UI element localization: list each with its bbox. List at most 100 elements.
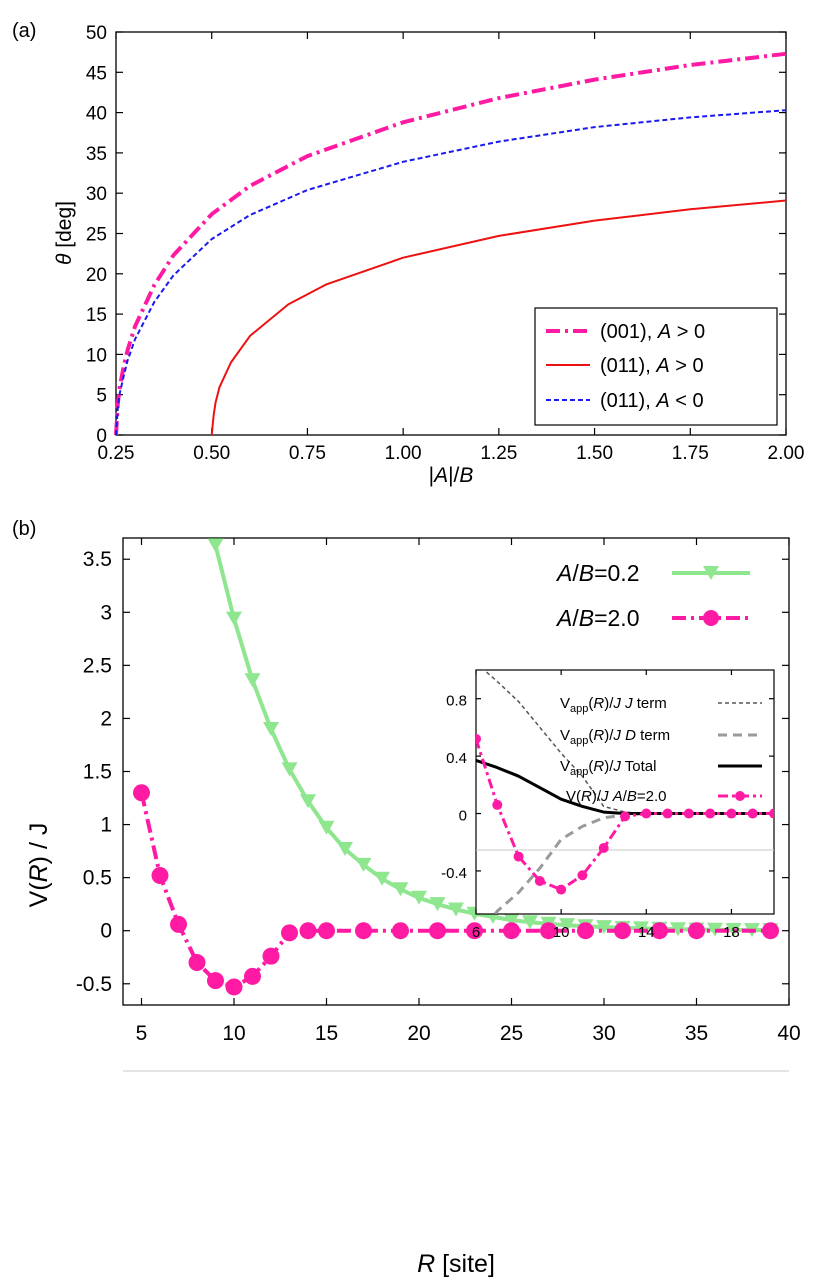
data-point-circle — [170, 915, 187, 933]
panel-a-x-ticks: 0.25 0.50 0.75 1.00 1.25 1.50 1.75 2.00 — [98, 32, 804, 464]
y-tick-label: 20 — [86, 265, 107, 286]
data-point-triangle — [633, 921, 649, 936]
y-tick-label: 3 — [100, 601, 112, 624]
x-tick-label: 1.00 — [385, 443, 422, 464]
data-point-circle — [540, 922, 557, 940]
data-point-circle — [318, 922, 335, 940]
inset-legend-marker-ab-2-0 — [735, 791, 745, 801]
panel-b-chart: (b) -0.5 0 0.5 1 1.5 2 2.5 3 3.5 5 10 15 20 25 30 35 40… — [12, 518, 801, 1278]
y-tick-label: 0.5 — [83, 867, 112, 890]
data-point-triangle — [318, 820, 335, 835]
series-line-a-2 — [115, 109, 787, 436]
data-point-circle — [244, 967, 261, 985]
data-point-circle — [577, 922, 594, 940]
y-tick-label: 50 — [86, 23, 107, 44]
data-point-circle — [207, 972, 224, 990]
legend-label-ab-2-0: A/B=2.0 — [555, 605, 639, 631]
inset-data-point-circle — [577, 870, 588, 881]
y-tick-label: 40 — [86, 104, 107, 125]
y-tick-label: 0 — [96, 426, 107, 447]
series-line-a-0 — [114, 51, 787, 436]
x-tick-label: 25 — [500, 1022, 523, 1045]
inset-data-point-circle — [556, 884, 567, 895]
data-point-triangle — [281, 762, 298, 777]
x-tick-label: 1.75 — [672, 443, 709, 464]
data-point-triangle — [522, 915, 538, 930]
inset-data-point-circle — [620, 811, 630, 822]
y-tick-label: -0.5 — [76, 973, 112, 996]
inset-data-point-circle — [726, 808, 737, 819]
x-tick-label: 0.50 — [193, 443, 230, 464]
data-point-triangle — [355, 857, 372, 872]
y-tick-label: 15 — [86, 305, 107, 326]
data-point-triangle — [429, 897, 446, 912]
panel-b-y-axis-label: V(R) / J — [25, 823, 53, 908]
data-point-circle — [466, 922, 483, 940]
x-tick-label: 18 — [723, 924, 740, 941]
x-tick-label: 14 — [638, 924, 655, 941]
panel-b-y-ticks: -0.5 0 0.5 1 1.5 2 2.5 3 3.5 — [76, 548, 789, 996]
data-point-circle — [503, 922, 520, 940]
data-point-triangle — [207, 538, 224, 553]
series-line-a-1 — [210, 199, 787, 436]
data-point-circle — [762, 922, 779, 940]
x-tick-label: 0.25 — [98, 443, 135, 464]
data-point-circle — [133, 784, 150, 802]
x-tick-label: 10 — [222, 1022, 245, 1045]
y-tick-label: 0.8 — [446, 693, 467, 710]
panel-b-legend: A/B=0.2 A/B=2.0 — [555, 560, 750, 631]
data-point-circle — [355, 922, 372, 940]
inset-data-point-circle — [705, 808, 716, 819]
y-tick-label: 25 — [86, 225, 107, 246]
legend-label-001-a-pos: (001), A > 0 — [600, 321, 705, 343]
inset-legend-label-total: Vapp(R)/J Total — [560, 758, 656, 778]
panel-a-y-axis-label: θ [deg] — [53, 201, 76, 265]
series-line-ab-2-0 — [139, 792, 771, 989]
y-tick-label: 3.5 — [83, 548, 112, 571]
y-tick-label: 0 — [459, 808, 467, 825]
data-point-circle — [614, 922, 631, 940]
y-tick-label: 1 — [100, 814, 112, 837]
panel-a-legend: (001), A > 0 (011), A > 0 (011), A < 0 — [534, 307, 778, 426]
y-tick-label: 35 — [86, 144, 107, 165]
x-tick-label: 6 — [472, 924, 480, 941]
x-tick-label: 40 — [777, 1022, 800, 1045]
inset-data-point-circle — [476, 733, 481, 744]
panel-b-series — [133, 538, 779, 996]
legend-label-011-a-pos: (011), A > 0 — [600, 355, 704, 377]
data-point-circle — [651, 922, 668, 940]
panel-b-x-axis-label: R [site] — [417, 1250, 495, 1278]
y-tick-label: 2 — [100, 707, 112, 730]
panel-a-y-ticks: 0 5 10 15 20 25 30 35 40 45 50 — [86, 23, 786, 447]
x-tick-label: 20 — [407, 1022, 430, 1045]
data-point-triangle — [392, 882, 409, 897]
y-tick-label: 1.5 — [83, 761, 112, 784]
panel-b-x-ticks: 5 10 15 20 25 30 35 40 — [136, 538, 801, 1045]
x-tick-label: 5 — [136, 1022, 148, 1045]
data-point-triangle — [374, 871, 390, 886]
panel-a-legend-box — [534, 307, 778, 426]
y-tick-label: 5 — [96, 386, 107, 407]
inset-data-point-circle — [662, 808, 673, 819]
legend-marker-ab-0-2 — [703, 566, 719, 580]
y-tick-label: 10 — [86, 345, 107, 366]
panel-a-x-axis-label: |A|/B — [429, 464, 474, 487]
inset-data-point-circle — [769, 808, 774, 819]
panel-a-label: (a) — [12, 20, 36, 42]
inset-series — [476, 670, 774, 914]
data-point-triangle — [300, 794, 316, 809]
data-point-triangle — [411, 890, 427, 905]
y-tick-label: 0 — [100, 920, 112, 943]
x-tick-label: 10 — [553, 924, 570, 941]
data-point-circle — [225, 978, 243, 996]
x-tick-label: 35 — [685, 1022, 708, 1045]
data-point-circle — [688, 922, 705, 940]
inset-data-point-circle — [513, 851, 524, 862]
inset-data-point-circle — [747, 808, 758, 819]
panel-a-chart: (a) 0 5 10 15 20 25 30 35 40 45 50 0.25 0.50 0.75 1.0… — [12, 20, 804, 487]
data-point-triangle — [596, 920, 612, 935]
y-tick-label: -0.4 — [441, 865, 467, 882]
data-point-circle — [281, 924, 298, 942]
data-point-triangle — [337, 841, 353, 856]
